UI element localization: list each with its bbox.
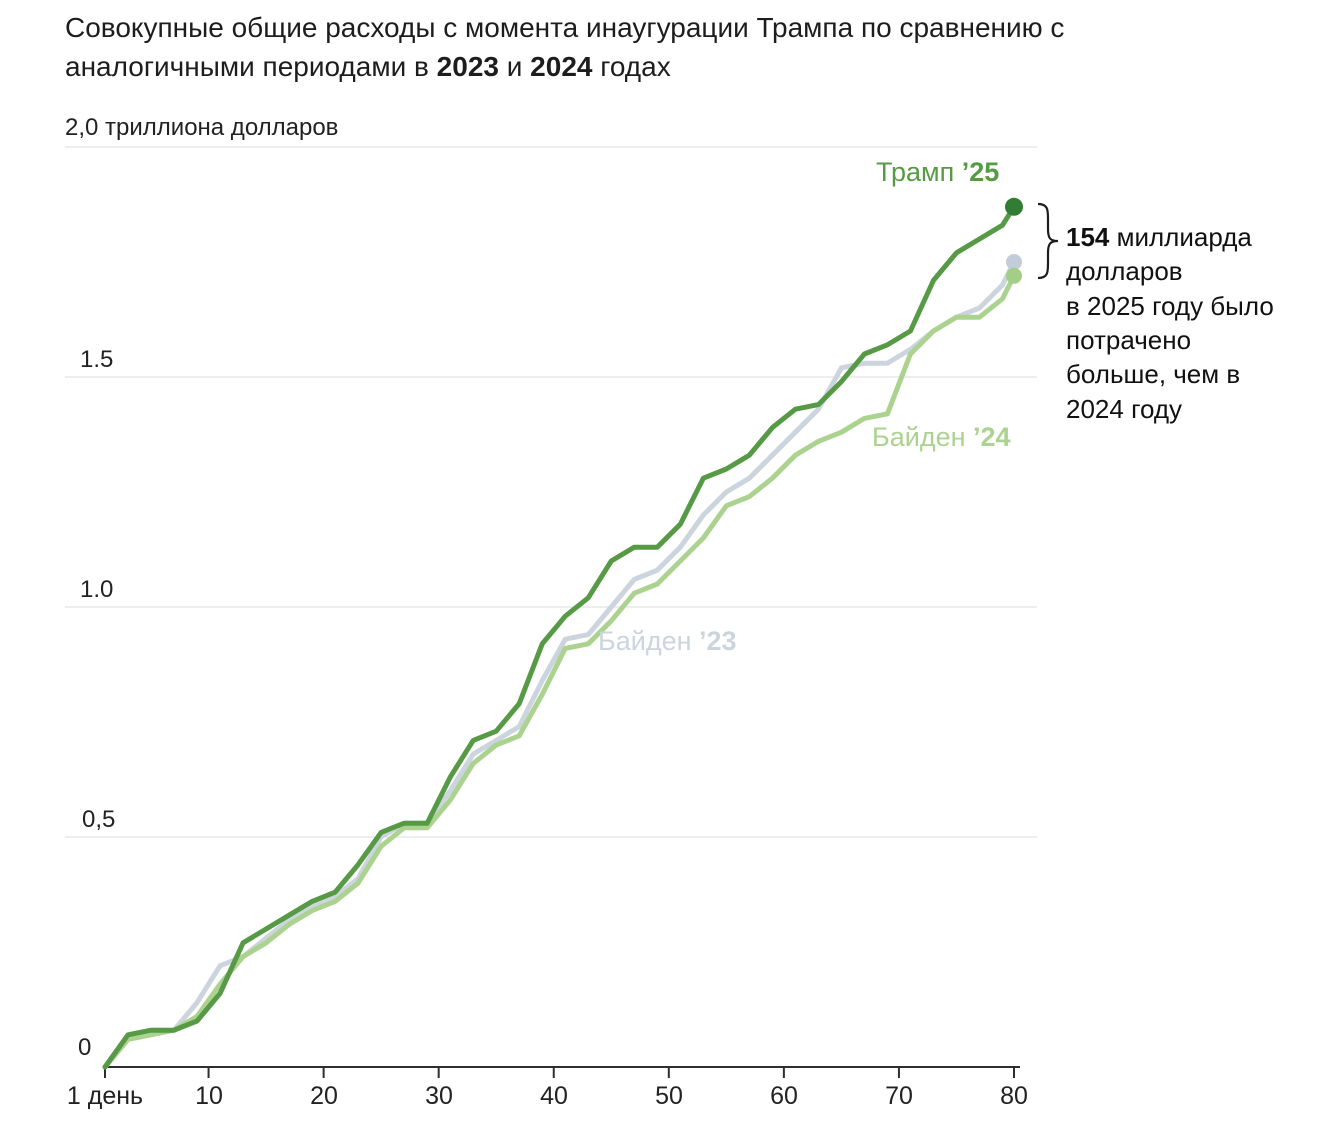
x-tick-label: 70 [885, 1082, 913, 1110]
annotation-text: миллиарда [1109, 222, 1252, 252]
title-text-2: и [498, 51, 531, 83]
series-line-biden23 [102, 259, 1017, 1070]
y-tick-label: 1.5 [80, 346, 114, 373]
annotation-value: 154 [1066, 222, 1110, 252]
endpoint-dot-biden23 [1006, 254, 1022, 270]
annotation-line: 2024 году [1066, 393, 1183, 424]
annotation-line: 154 миллиарда [1066, 220, 1322, 254]
series-label-biden-24: Байден ’24 [872, 422, 1011, 453]
series-label-biden-23: Байден ’23 [598, 626, 737, 657]
brace-icon [1037, 202, 1059, 280]
annotation-line: потрачено [1066, 324, 1192, 355]
annotation-line: долларов [1066, 256, 1183, 287]
annotation-line: больше, чем в [1066, 359, 1241, 390]
x-tick-label: 60 [770, 1082, 798, 1110]
x-tick-label: 1 день [66, 1082, 144, 1110]
title-text-3: годах [592, 51, 671, 83]
series-year: ’24 [973, 422, 1011, 452]
chart-title: Совокупные общие расходы с момента инауг… [65, 8, 1165, 86]
x-tick-label: 80 [1000, 1082, 1028, 1110]
series-year: ’23 [699, 626, 737, 656]
series-name: Байден [872, 422, 966, 452]
difference-annotation: 154 миллиарда долларов в 2025 году было … [1066, 220, 1322, 426]
series-name: Трамп [876, 157, 955, 187]
endpoint-dot-biden24 [1006, 267, 1022, 284]
x-tick-label: 40 [540, 1082, 568, 1110]
series-line-trump25 [102, 204, 1017, 1070]
endpoint-dot-trump25 [1005, 197, 1023, 216]
title-year-2023: 2023 [436, 51, 499, 83]
series-line-biden24 [102, 273, 1017, 1070]
series-label-trump-25: Трамп ’25 [876, 157, 999, 188]
series-year: ’25 [961, 157, 1000, 187]
title-year-2024: 2024 [530, 51, 593, 83]
x-tick-label: 30 [425, 1082, 453, 1110]
annotation-line: в 2025 году было [1066, 290, 1274, 321]
series-name: Байден [598, 626, 692, 656]
y-tick-label: 0 [78, 1034, 92, 1061]
x-tick-label: 20 [310, 1082, 338, 1110]
title-text-1: Совокупные общие расходы с момента инауг… [65, 12, 1065, 83]
x-tick-label: 50 [655, 1082, 683, 1110]
y-tick-label: 0,5 [82, 806, 116, 833]
x-tick-label: 10 [195, 1082, 223, 1110]
y-axis-unit-label: 2,0 триллиона долларов [65, 114, 339, 141]
y-tick-label: 1.0 [80, 576, 114, 603]
